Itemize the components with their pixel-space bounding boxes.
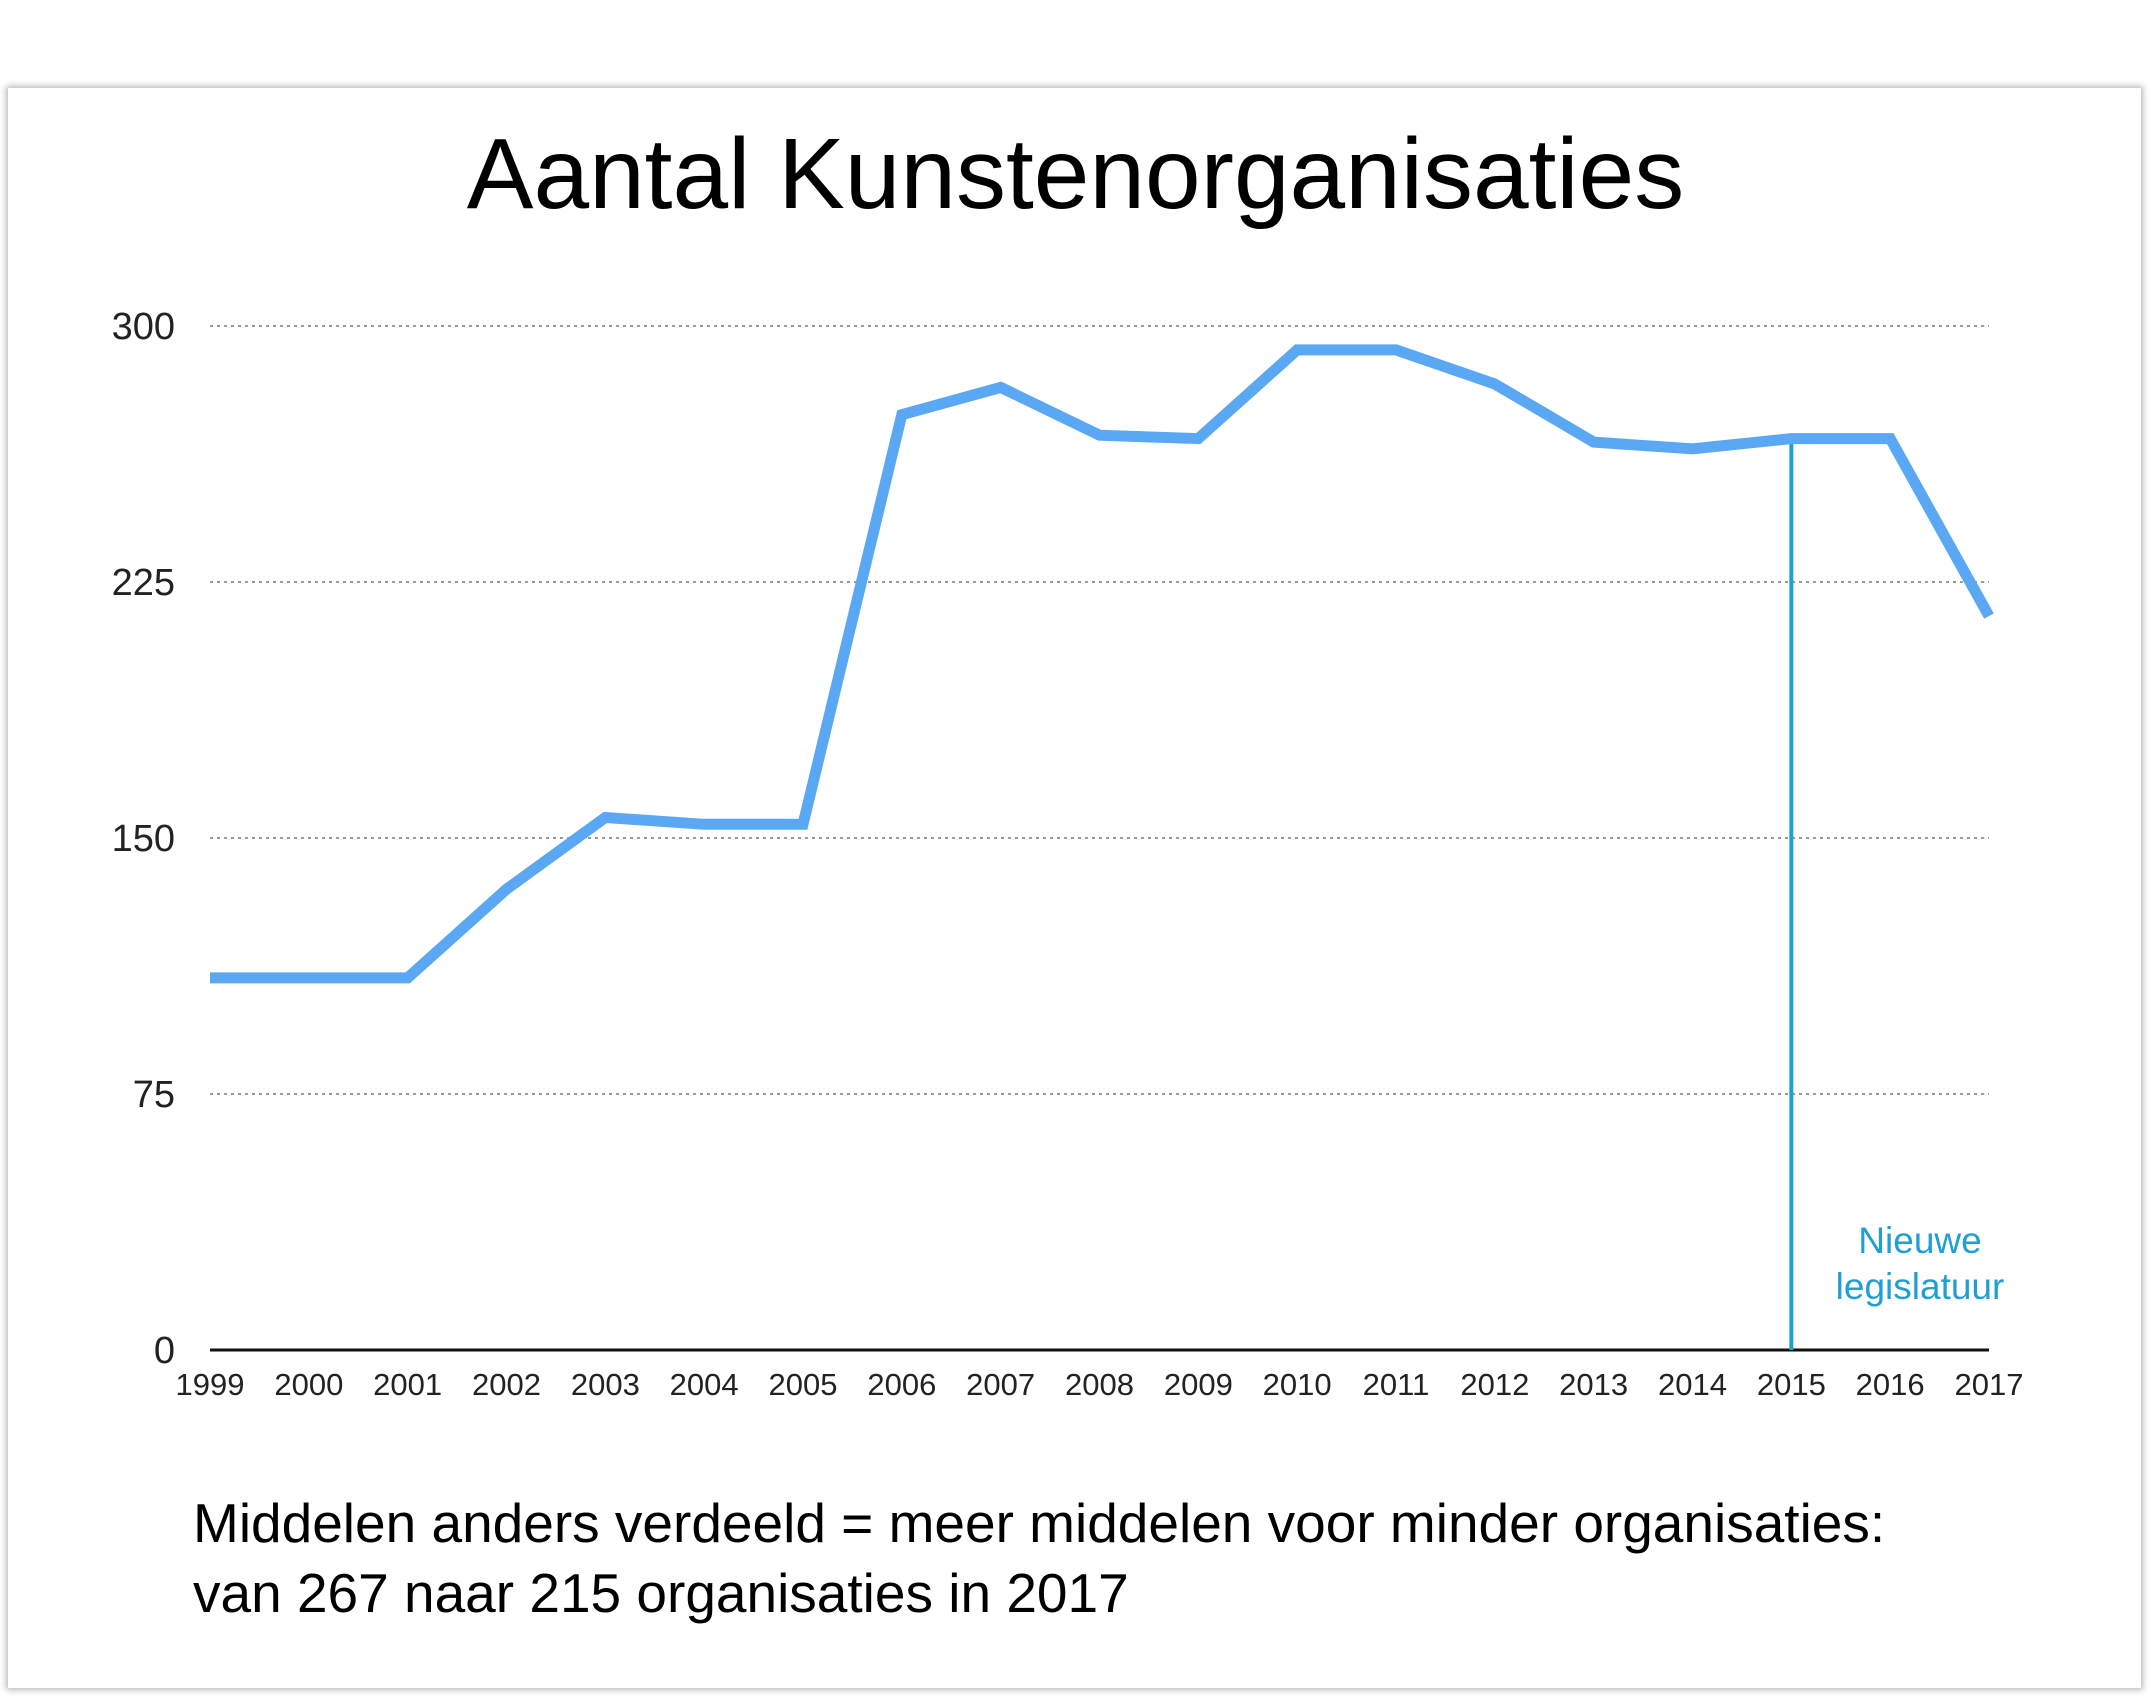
x-tick-label: 2016	[1856, 1367, 1925, 1402]
y-tick-label: 0	[154, 1330, 175, 1372]
x-tick-label: 2009	[1164, 1367, 1233, 1402]
y-tick-label: 75	[133, 1074, 175, 1116]
caption-line-2: van 267 naar 215 organisaties in 2017	[193, 1562, 1129, 1624]
x-tick-label: 1999	[176, 1367, 245, 1402]
x-tick-label: 2003	[571, 1367, 640, 1402]
annotation-line-2: legislatuur	[1835, 1266, 2005, 1307]
x-tick-label: 2015	[1757, 1367, 1826, 1402]
chart-title: Aantal Kunstenorganisaties	[466, 118, 1685, 230]
x-tick-label: 2004	[670, 1367, 739, 1402]
caption-line-1: Middelen anders verdeeld = meer middelen…	[193, 1492, 1886, 1554]
x-tick-label: 2008	[1065, 1367, 1134, 1402]
slide-frame	[8, 88, 2141, 1688]
x-tick-label: 2002	[472, 1367, 541, 1402]
x-tick-label: 2005	[769, 1367, 838, 1402]
x-tick-label: 2006	[867, 1367, 936, 1402]
y-tick-label: 225	[112, 562, 175, 604]
series-line	[210, 344, 1994, 984]
x-tick-label: 2012	[1460, 1367, 1529, 1402]
x-tick-label: 2013	[1559, 1367, 1628, 1402]
annotation-line-1: Nieuwe	[1858, 1220, 1982, 1261]
x-tick-label: 2007	[966, 1367, 1035, 1402]
x-tick-label: 2001	[373, 1367, 442, 1402]
x-tick-label: 2014	[1658, 1367, 1727, 1402]
y-tick-label: 300	[112, 306, 175, 348]
x-tick-label: 2011	[1363, 1367, 1430, 1402]
x-tick-label: 2010	[1263, 1367, 1332, 1402]
x-tick-label: 2017	[1955, 1367, 2024, 1402]
x-tick-label: 2000	[274, 1367, 343, 1402]
y-tick-label: 150	[112, 818, 175, 860]
